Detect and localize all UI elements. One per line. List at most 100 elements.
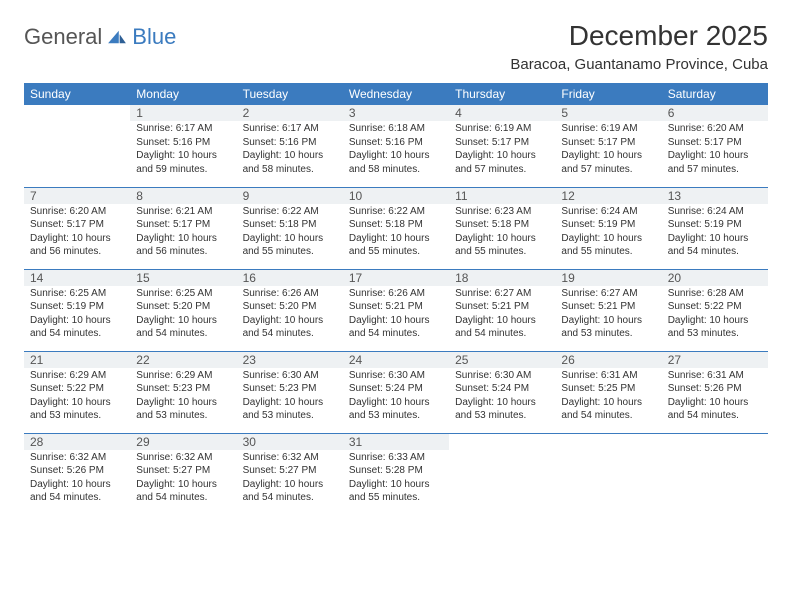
calendar-week-row: 21Sunrise: 6:29 AMSunset: 5:22 PMDayligh… xyxy=(24,351,768,433)
location: Baracoa, Guantanamo Province, Cuba xyxy=(510,56,768,73)
day-info-line: Sunrise: 6:23 AM xyxy=(455,205,549,219)
day-info: Sunrise: 6:24 AMSunset: 5:19 PMDaylight:… xyxy=(561,205,655,259)
day-info: Sunrise: 6:30 AMSunset: 5:24 PMDaylight:… xyxy=(455,369,549,423)
brand-name-2: Blue xyxy=(132,24,176,50)
day-info-line: Sunset: 5:21 PM xyxy=(349,300,443,314)
day-info-line: Daylight: 10 hours xyxy=(243,396,337,410)
day-info-line: Sunset: 5:19 PM xyxy=(30,300,124,314)
day-info-line: and 57 minutes. xyxy=(455,163,549,177)
day-info-line: Sunrise: 6:18 AM xyxy=(349,122,443,136)
day-info: Sunrise: 6:25 AMSunset: 5:19 PMDaylight:… xyxy=(30,287,124,341)
day-info-line: Sunrise: 6:28 AM xyxy=(668,287,762,301)
day-info-line: Daylight: 10 hours xyxy=(136,314,230,328)
calendar-day-cell: 14Sunrise: 6:25 AMSunset: 5:19 PMDayligh… xyxy=(24,269,130,351)
calendar-day-cell: 21Sunrise: 6:29 AMSunset: 5:22 PMDayligh… xyxy=(24,351,130,433)
day-info-line: Daylight: 10 hours xyxy=(243,232,337,246)
day-info-line: Sunrise: 6:29 AM xyxy=(136,369,230,383)
day-number: 11 xyxy=(449,188,555,204)
day-info-line: Daylight: 10 hours xyxy=(243,478,337,492)
day-info-line: Daylight: 10 hours xyxy=(455,396,549,410)
day-info-line: Sunrise: 6:21 AM xyxy=(136,205,230,219)
day-info: Sunrise: 6:26 AMSunset: 5:21 PMDaylight:… xyxy=(349,287,443,341)
day-info-line: and 53 minutes. xyxy=(668,327,762,341)
day-header: Friday xyxy=(555,83,661,105)
day-info: Sunrise: 6:27 AMSunset: 5:21 PMDaylight:… xyxy=(455,287,549,341)
day-info-line: Sunrise: 6:19 AM xyxy=(455,122,549,136)
day-number: 16 xyxy=(237,270,343,286)
month-title: December 2025 xyxy=(510,20,768,52)
day-info-line: and 55 minutes. xyxy=(349,245,443,259)
day-info: Sunrise: 6:33 AMSunset: 5:28 PMDaylight:… xyxy=(349,451,443,505)
day-info: Sunrise: 6:31 AMSunset: 5:25 PMDaylight:… xyxy=(561,369,655,423)
day-info-line: Daylight: 10 hours xyxy=(455,149,549,163)
day-info-line: Sunset: 5:17 PM xyxy=(30,218,124,232)
day-number: 22 xyxy=(130,352,236,368)
day-info-line: Sunrise: 6:19 AM xyxy=(561,122,655,136)
day-info-line: Daylight: 10 hours xyxy=(561,396,655,410)
day-info-line: Daylight: 10 hours xyxy=(349,149,443,163)
day-info: Sunrise: 6:23 AMSunset: 5:18 PMDaylight:… xyxy=(455,205,549,259)
day-info-line: Sunset: 5:20 PM xyxy=(136,300,230,314)
day-info-line: Sunset: 5:19 PM xyxy=(668,218,762,232)
day-info-line: Sunset: 5:19 PM xyxy=(561,218,655,232)
day-info-line: and 58 minutes. xyxy=(349,163,443,177)
day-info: Sunrise: 6:32 AMSunset: 5:26 PMDaylight:… xyxy=(30,451,124,505)
calendar-day-cell: 17Sunrise: 6:26 AMSunset: 5:21 PMDayligh… xyxy=(343,269,449,351)
calendar-day-cell: 20Sunrise: 6:28 AMSunset: 5:22 PMDayligh… xyxy=(662,269,768,351)
calendar-day-cell: 5Sunrise: 6:19 AMSunset: 5:17 PMDaylight… xyxy=(555,105,661,187)
day-header: Monday xyxy=(130,83,236,105)
day-number: 18 xyxy=(449,270,555,286)
day-info-line: Sunset: 5:18 PM xyxy=(455,218,549,232)
day-info-line: Sunrise: 6:30 AM xyxy=(349,369,443,383)
day-header: Sunday xyxy=(24,83,130,105)
day-info-line: Daylight: 10 hours xyxy=(30,232,124,246)
day-info-line: and 53 minutes. xyxy=(455,409,549,423)
day-info-line: Sunset: 5:16 PM xyxy=(349,136,443,150)
day-info-line: Sunrise: 6:30 AM xyxy=(455,369,549,383)
day-info-line: and 59 minutes. xyxy=(136,163,230,177)
day-info-line: Sunset: 5:24 PM xyxy=(455,382,549,396)
day-info-line: Sunrise: 6:31 AM xyxy=(561,369,655,383)
calendar-day-cell: 23Sunrise: 6:30 AMSunset: 5:23 PMDayligh… xyxy=(237,351,343,433)
day-info-line: Sunrise: 6:24 AM xyxy=(561,205,655,219)
day-info-line: Daylight: 10 hours xyxy=(30,478,124,492)
calendar-day-cell: 11Sunrise: 6:23 AMSunset: 5:18 PMDayligh… xyxy=(449,187,555,269)
day-info-line: and 54 minutes. xyxy=(30,327,124,341)
calendar-page: General Blue December 2025 Baracoa, Guan… xyxy=(0,0,792,535)
day-info-line: Daylight: 10 hours xyxy=(455,314,549,328)
day-info-line: Sunrise: 6:32 AM xyxy=(30,451,124,465)
day-info-line: Daylight: 10 hours xyxy=(349,478,443,492)
day-info-line: Daylight: 10 hours xyxy=(561,232,655,246)
day-number: 2 xyxy=(237,105,343,121)
day-info-line: Sunset: 5:22 PM xyxy=(668,300,762,314)
day-info: Sunrise: 6:28 AMSunset: 5:22 PMDaylight:… xyxy=(668,287,762,341)
day-info: Sunrise: 6:29 AMSunset: 5:23 PMDaylight:… xyxy=(136,369,230,423)
brand-name-1: General xyxy=(24,24,102,50)
day-header: Tuesday xyxy=(237,83,343,105)
day-info-line: Daylight: 10 hours xyxy=(349,396,443,410)
day-info-line: and 54 minutes. xyxy=(349,327,443,341)
day-info: Sunrise: 6:27 AMSunset: 5:21 PMDaylight:… xyxy=(561,287,655,341)
day-info-line: Sunrise: 6:33 AM xyxy=(349,451,443,465)
calendar-day-cell: 28Sunrise: 6:32 AMSunset: 5:26 PMDayligh… xyxy=(24,433,130,515)
calendar-day-cell: 12Sunrise: 6:24 AMSunset: 5:19 PMDayligh… xyxy=(555,187,661,269)
day-info-line: Daylight: 10 hours xyxy=(668,149,762,163)
calendar-day-cell: 1Sunrise: 6:17 AMSunset: 5:16 PMDaylight… xyxy=(130,105,236,187)
calendar-day-cell: 31Sunrise: 6:33 AMSunset: 5:28 PMDayligh… xyxy=(343,433,449,515)
day-number: 13 xyxy=(662,188,768,204)
day-info-line: and 54 minutes. xyxy=(30,491,124,505)
day-number: 5 xyxy=(555,105,661,121)
calendar-day-cell: 22Sunrise: 6:29 AMSunset: 5:23 PMDayligh… xyxy=(130,351,236,433)
day-info-line: and 54 minutes. xyxy=(455,327,549,341)
day-number: 15 xyxy=(130,270,236,286)
day-info-line: Sunrise: 6:31 AM xyxy=(668,369,762,383)
day-info-line: Daylight: 10 hours xyxy=(136,232,230,246)
calendar-day-cell: 15Sunrise: 6:25 AMSunset: 5:20 PMDayligh… xyxy=(130,269,236,351)
day-info-line: and 57 minutes. xyxy=(668,163,762,177)
day-info-line: Sunrise: 6:17 AM xyxy=(243,122,337,136)
day-info: Sunrise: 6:17 AMSunset: 5:16 PMDaylight:… xyxy=(243,122,337,176)
calendar-day-cell xyxy=(449,433,555,515)
header: General Blue December 2025 Baracoa, Guan… xyxy=(24,20,768,73)
day-number: 3 xyxy=(343,105,449,121)
day-info-line: Sunset: 5:25 PM xyxy=(561,382,655,396)
